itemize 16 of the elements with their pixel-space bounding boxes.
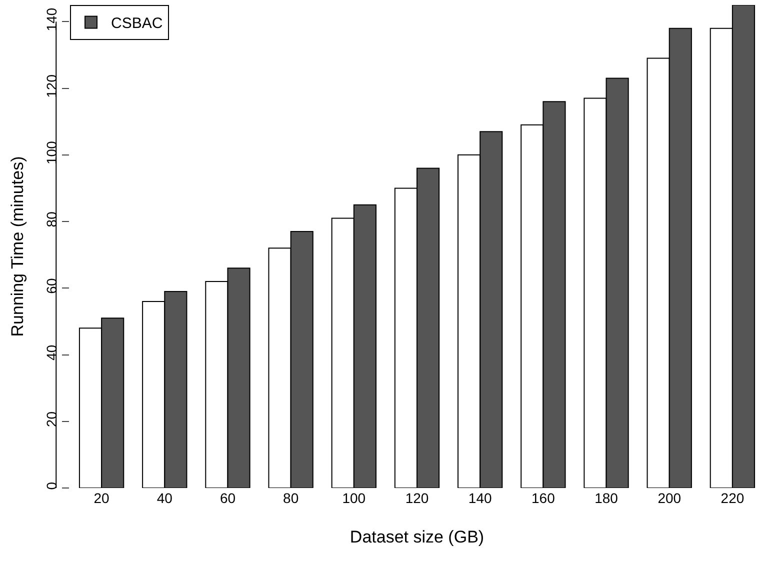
x-tick-label: 20 — [94, 490, 110, 506]
y-axis-title: Running Time (minutes) — [8, 156, 27, 337]
x-tick-label: 140 — [468, 490, 492, 506]
x-tick-label: 160 — [532, 490, 556, 506]
y-tick-label: 140 — [43, 8, 60, 32]
y-tick-label: 40 — [43, 344, 60, 360]
x-tick-label: 100 — [342, 490, 366, 506]
x-tick-label: 220 — [720, 490, 744, 506]
x-tick-label: 40 — [156, 490, 173, 506]
x-tick-label: 180 — [594, 490, 618, 506]
x-tick-label: 80 — [283, 490, 299, 506]
x-axis-title: Dataset size (GB) — [350, 527, 484, 546]
x-tick-label: 120 — [405, 490, 429, 506]
x-tick-label: 200 — [658, 490, 682, 506]
x-tick-label: 60 — [220, 490, 236, 506]
legend-label: CSBAC — [111, 15, 163, 32]
